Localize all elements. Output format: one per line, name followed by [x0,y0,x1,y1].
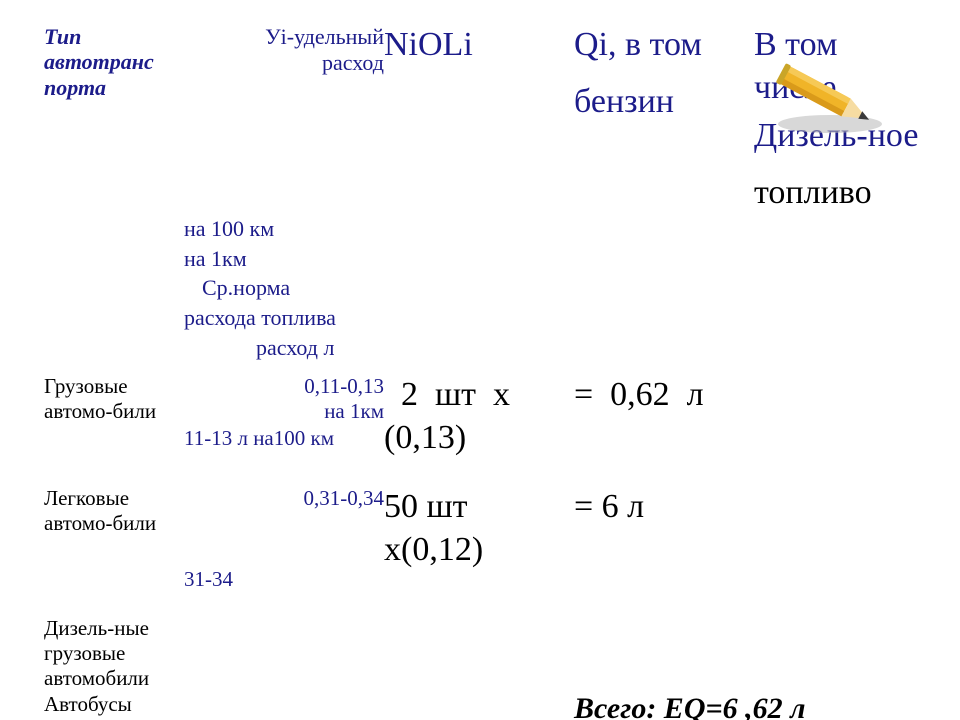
row-truck: Грузовые автомо-били 0,11-0,13 на 1км 11… [44,374,924,486]
header-udelny-1: Уi-удельный [184,24,384,50]
fuel-table: Тип автотранс порта Уi-удельный расход N… [44,24,924,720]
header-udelny-2: расход [184,50,384,76]
car-qi: = 6 л [574,486,754,529]
row-diesel-truck: Дизель-ные грузовые автомобили [44,616,924,692]
row-car: Легковые автомо-били 0,31-0,34 31-34 50 … [44,486,924,616]
page: Тип автотранс порта Уi-удельный расход N… [0,0,960,720]
header-diesel-2: Дизель-ное [754,115,924,158]
sub-srnorm: Ср.норма [184,273,384,303]
truck-nioli: 2 шт х (0,13) [384,374,574,459]
header-nioli: NiОLi [384,24,574,67]
sub-1km: на 1км [184,244,384,274]
header-qi-2: бензин [574,81,754,124]
truck-qi: = 0,62 л [574,374,754,417]
car-nioli: 50 шт х(0,12) [384,486,574,571]
car-label: Легковые автомо-били [44,486,184,536]
footer-total: Всего: ЕQ=6 ,62 л [574,692,924,720]
truck-val-3: 11-13 л на100 км [184,426,384,451]
diesel-truck-label: Дизель-ные грузовые автомобили [44,616,184,692]
row-bus: Автобусы Всего: ЕQ=6 ,62 л [44,692,924,720]
sub-100km: на 100 км [184,214,384,244]
truck-val-2: на 1км [184,399,384,424]
header-type: Тип автотранс порта [44,24,184,100]
bus-label: Автобусы [44,692,184,717]
truck-label: Грузовые автомо-били [44,374,184,424]
truck-val-1: 0,11-0,13 [184,374,384,399]
sub-rashodl: расход л [184,333,384,363]
header-row-2: на 100 км на 1км Ср.норма расхода топлив… [44,214,924,374]
sub-rashoda: расхода топлива [184,303,384,333]
car-val-1: 0,31-0,34 [184,486,384,511]
header-row-1: Тип автотранс порта Уi-удельный расход N… [44,24,924,214]
header-subs: на 100 км на 1км Ср.норма расхода топлив… [184,214,384,362]
header-diesel-3: топливо [754,172,924,215]
header-diesel-1: В том числе [754,24,924,109]
car-val-3: 31-34 [184,567,384,592]
header-qi-1: Qi, в том [574,24,754,67]
